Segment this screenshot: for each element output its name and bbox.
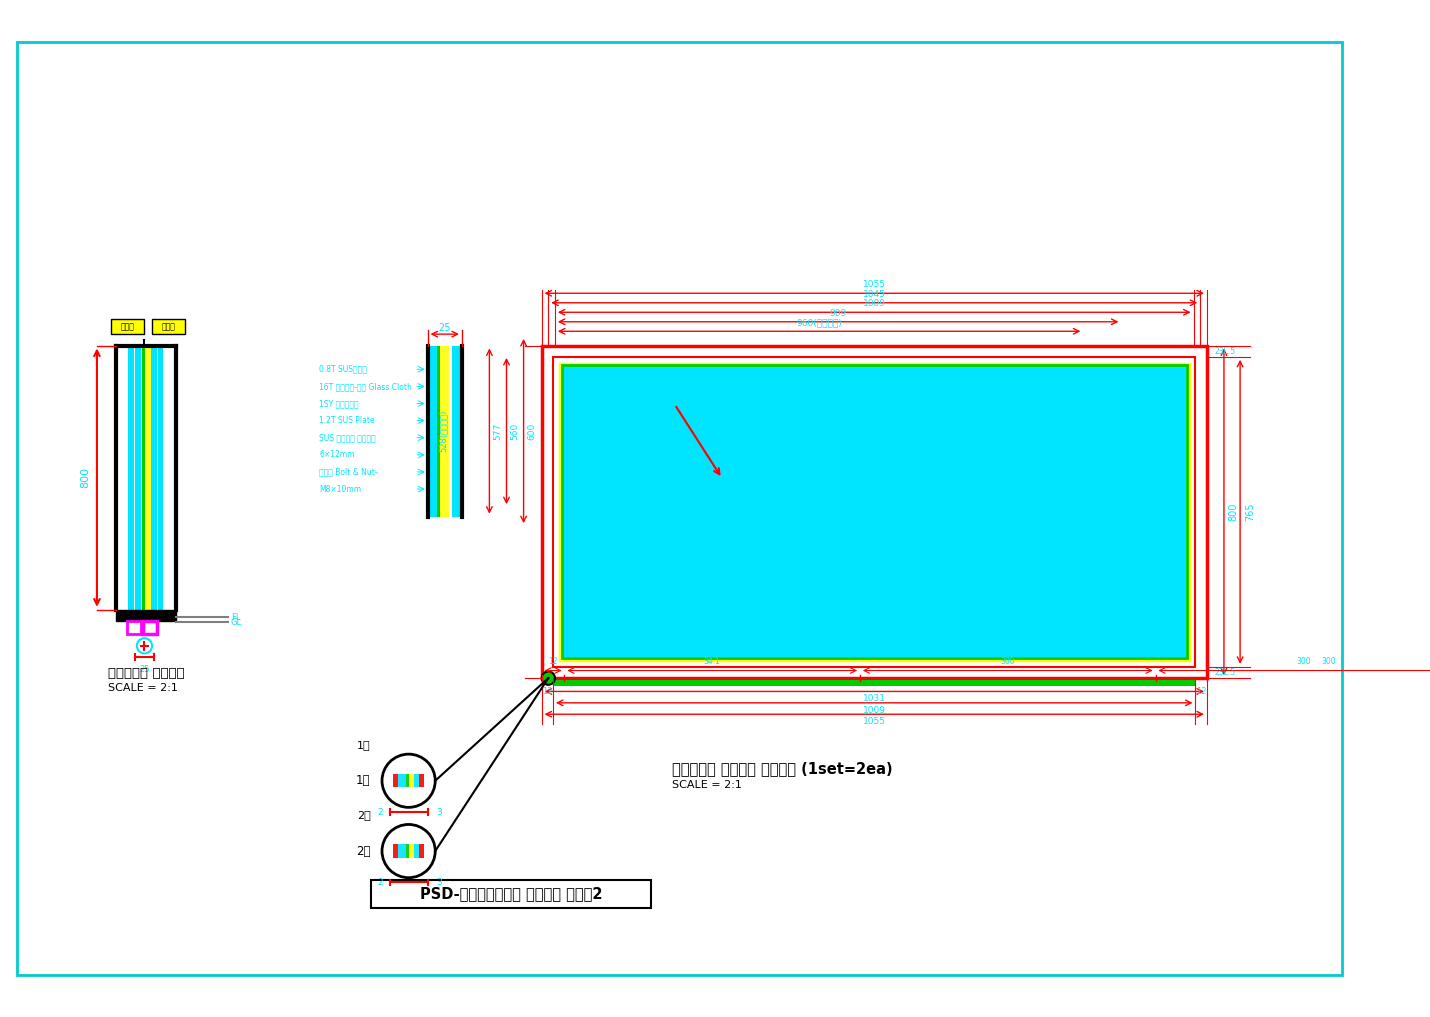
Bar [415, 774, 419, 787]
Text: 2만: 2만 [358, 810, 370, 820]
Bar [152, 319, 186, 335]
Text: 1SY 흡음테스크: 1SY 흡음테스크 [319, 399, 359, 408]
Bar [112, 319, 144, 335]
Text: 300: 300 [1296, 657, 1311, 666]
Text: 1045: 1045 [862, 290, 885, 299]
Text: 스윙도어용 흡음판넬: 스윙도어용 흡음판넬 [109, 667, 184, 680]
Text: 23L.5: 23L.5 [1214, 668, 1236, 677]
Bar [142, 346, 146, 610]
Text: 3: 3 [436, 878, 442, 887]
Text: PSD-재난안전승강문 흡음판넬 상세도2: PSD-재난안전승강문 흡음판넬 상세도2 [419, 887, 602, 901]
Text: 스윙도어용 흡음판넬 제작상세 (1set=2ea): 스윙도어용 흡음판넬 제작상세 (1set=2ea) [672, 761, 892, 776]
Text: 1만: 1만 [358, 739, 370, 750]
Text: 2만: 2만 [356, 844, 370, 857]
Bar [553, 357, 1195, 667]
Bar [419, 844, 423, 857]
Bar [134, 346, 140, 610]
Text: 25: 25 [139, 665, 150, 674]
Bar [398, 844, 406, 857]
Text: 16T 흡음보드-광면 Glass Cloth: 16T 흡음보드-광면 Glass Cloth [319, 382, 412, 391]
Bar [129, 346, 134, 610]
Bar [157, 346, 163, 610]
Text: 12: 12 [1195, 686, 1207, 696]
Circle shape [542, 671, 555, 684]
Bar [127, 621, 140, 635]
Text: 800: 800 [80, 467, 90, 488]
Text: 체결용 Bolt & Nut-: 체결용 Bolt & Nut- [319, 468, 378, 476]
Text: M8×10mm: M8×10mm [319, 484, 362, 493]
Text: 1009: 1009 [862, 299, 885, 308]
Bar [562, 365, 1187, 658]
Bar [458, 346, 462, 517]
Text: 12: 12 [542, 686, 552, 696]
Bar [116, 610, 176, 621]
Bar [409, 844, 415, 857]
Bar [143, 621, 157, 635]
Text: 577: 577 [493, 422, 502, 439]
Bar [393, 774, 398, 787]
Bar [146, 346, 154, 610]
Text: 다공판: 다공판 [162, 322, 174, 331]
Text: 560: 560 [511, 422, 519, 439]
Bar [406, 844, 409, 857]
Text: 2: 2 [378, 807, 383, 817]
Text: SUS 볼고너트 육각나사: SUS 볼고너트 육각나사 [319, 433, 376, 442]
Bar [415, 844, 419, 857]
Text: 12: 12 [548, 657, 558, 666]
Text: 1055: 1055 [862, 717, 885, 726]
Text: SCALE = 2:1: SCALE = 2:1 [109, 682, 179, 693]
Bar [562, 366, 1185, 657]
Text: 528(부분다폭): 528(부분다폭) [439, 410, 448, 453]
Text: 765: 765 [1246, 502, 1256, 521]
Bar [398, 774, 406, 787]
Text: 1.2T SUS Plate: 1.2T SUS Plate [319, 416, 375, 425]
Bar [542, 346, 1207, 678]
Text: 960(부분치수): 960(부분치수) [797, 318, 842, 327]
Text: 1031: 1031 [862, 695, 885, 704]
Text: 34.1: 34.1 [704, 657, 721, 666]
Bar [432, 346, 438, 517]
Bar [559, 364, 1188, 660]
Bar [393, 844, 398, 857]
Text: 흡음재: 흡음재 [120, 322, 134, 331]
Text: 1055: 1055 [862, 281, 885, 290]
Bar [370, 880, 651, 908]
Text: 300: 300 [1001, 657, 1015, 666]
Bar [409, 774, 415, 787]
Bar [438, 346, 440, 517]
Text: 3: 3 [436, 807, 442, 817]
Text: 1만: 1만 [356, 774, 370, 787]
Text: 23L.5: 23L.5 [1214, 347, 1236, 356]
Text: FL: FL [230, 613, 240, 621]
Text: 909: 909 [829, 309, 847, 318]
Bar [152, 346, 157, 610]
Text: 600: 600 [528, 422, 536, 439]
Bar [406, 774, 409, 787]
Bar [553, 680, 1195, 685]
Text: 960×528 부판판재: 960×528 부판판재 [618, 394, 684, 403]
Text: 1009: 1009 [862, 706, 885, 715]
Text: 6×12mm: 6×12mm [319, 451, 355, 460]
Bar [452, 346, 458, 517]
Text: 2: 2 [378, 878, 383, 887]
Text: 25: 25 [439, 323, 450, 334]
Bar [428, 346, 432, 517]
Text: 300: 300 [1321, 657, 1336, 666]
Text: 800: 800 [1228, 502, 1238, 521]
Text: SCALE = 2:1: SCALE = 2:1 [672, 780, 742, 789]
Bar [419, 774, 423, 787]
Text: 0.8T SUS다공판: 0.8T SUS다공판 [319, 365, 368, 374]
Bar [440, 346, 449, 517]
Text: GL: GL [230, 617, 242, 626]
